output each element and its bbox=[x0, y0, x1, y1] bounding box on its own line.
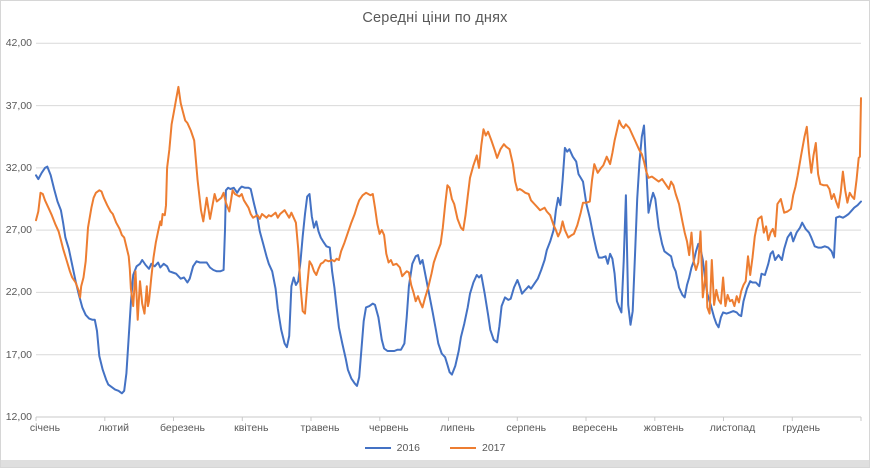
x-axis-label-12: грудень bbox=[782, 422, 821, 434]
legend-item-2016[interactable]: 2016 bbox=[364, 442, 420, 454]
y-axis-label: 27,00 bbox=[5, 224, 32, 237]
x-axis-label-9: вересень bbox=[572, 422, 618, 434]
y-axis-label: 37,00 bbox=[5, 99, 32, 112]
y-axis-label: 17,00 bbox=[5, 348, 32, 361]
series-line-2016[interactable] bbox=[35, 124, 862, 395]
x-axis-label-8: серпень bbox=[506, 422, 547, 434]
bottom-strip bbox=[1, 460, 869, 467]
x-axis-label-6: червень bbox=[368, 422, 409, 434]
x-axis-label-4: квітень bbox=[234, 422, 269, 434]
y-axis-label: 42,00 bbox=[5, 37, 32, 50]
x-axis-label-10: жовтень bbox=[643, 422, 684, 434]
legend-label: 2016 bbox=[396, 442, 420, 454]
legend-swatch-2017 bbox=[450, 446, 476, 450]
legend-label: 2017 bbox=[482, 442, 506, 454]
y-axis-label: 32,00 bbox=[5, 161, 32, 174]
chart-title[interactable]: Середні ціни по днях bbox=[362, 10, 508, 26]
x-axis-label-2: лютий bbox=[98, 422, 129, 434]
x-axis-label-5: травень bbox=[300, 422, 340, 434]
series-line-2017[interactable] bbox=[35, 85, 862, 321]
x-axis-label-7: липень bbox=[440, 422, 475, 434]
x-axis-label-3: березень bbox=[160, 422, 205, 434]
legend-item-2017[interactable]: 2017 bbox=[450, 442, 505, 454]
x-axis-label-11: листопад bbox=[709, 422, 756, 434]
legend-swatch-2016 bbox=[364, 446, 391, 450]
y-axis-label: 22,00 bbox=[5, 286, 32, 299]
y-axis-label: 12,00 bbox=[5, 411, 32, 423]
x-axis-label-1: січень bbox=[29, 422, 61, 434]
legend: 2016 2017 bbox=[1, 442, 869, 454]
